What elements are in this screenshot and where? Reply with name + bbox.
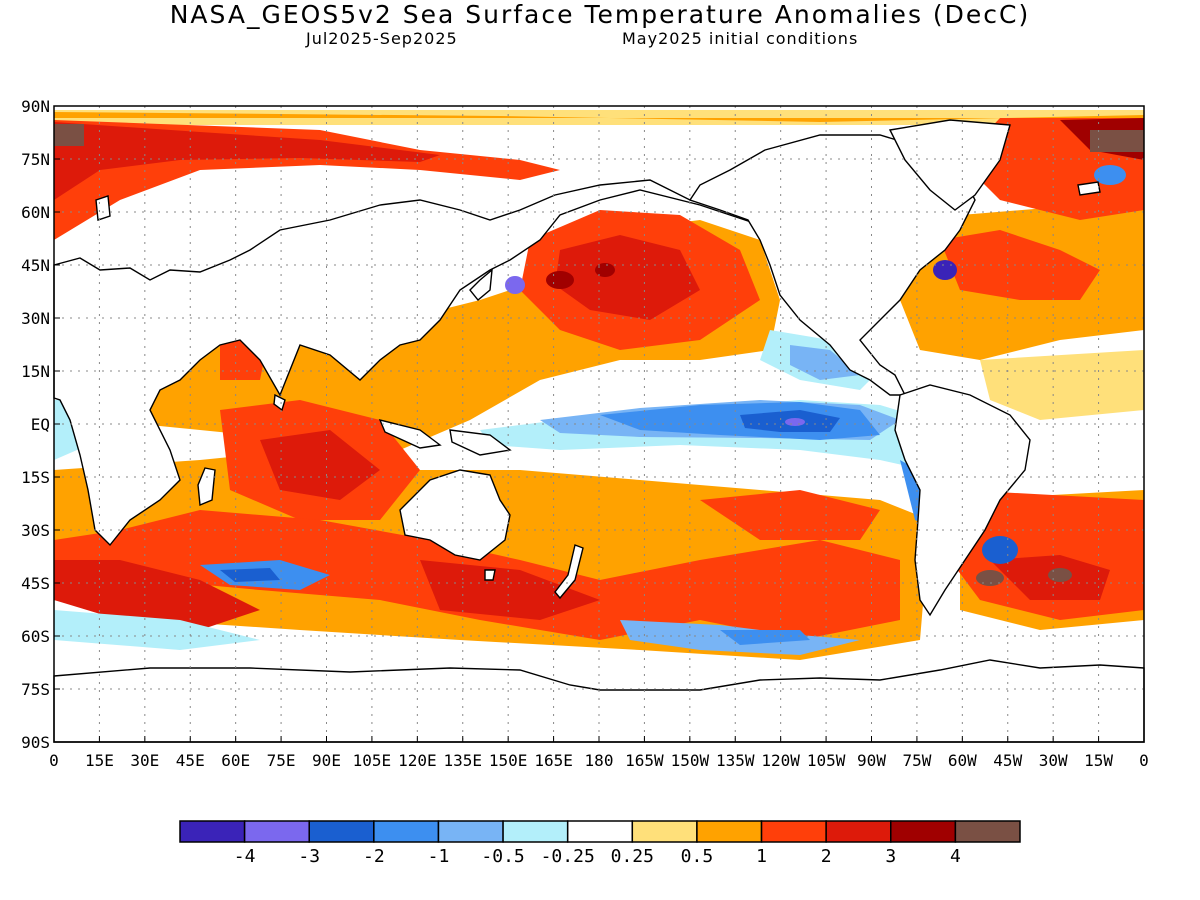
legend-label: 1 [756, 846, 767, 867]
lon-label: 60E [221, 751, 250, 770]
lat-label: 15S [21, 468, 50, 487]
lon-label: 30E [130, 751, 159, 770]
lat-label: 90S [21, 733, 50, 752]
latitude-labels: 90N 75N 60N 45N 30N 15N EQ 15S 30S 45S 60S 75S 90S [21, 97, 60, 752]
lat-label: 60S [21, 627, 50, 646]
lon-label: 60W [948, 751, 977, 770]
legend-label: -2 [363, 846, 385, 867]
legend-label: -4 [234, 846, 256, 867]
legend-swatch [825, 820, 892, 843]
lat-label: 60N [21, 203, 50, 222]
continents [53, 119, 1145, 743]
lon-label: 180 [585, 751, 614, 770]
legend-label: 0.25 [611, 846, 654, 867]
lon-label: 120W [761, 751, 800, 770]
lat-label: 45S [21, 574, 50, 593]
lat-label: 15N [21, 362, 50, 381]
legend-label: 3 [885, 846, 896, 867]
lon-label: 120E [398, 751, 437, 770]
lon-label: 15W [1084, 751, 1113, 770]
gridlines [54, 106, 1144, 742]
lat-label: 45N [21, 256, 50, 275]
lat-label: 75N [21, 150, 50, 169]
legend-swatch [954, 820, 1021, 843]
legend-swatch [760, 820, 827, 843]
forecast-period: Jul2025-Sep2025 [306, 29, 458, 48]
lon-label: 75W [902, 751, 931, 770]
longitude-labels: 0 15E 30E 45E 60E 75E 90E 105E 120E 135E 150E 165E 1… [49, 736, 1149, 770]
legend-label: -0.25 [541, 846, 595, 867]
lat-label: 90N [21, 97, 50, 116]
initial-conditions: May2025 initial conditions [622, 29, 859, 48]
legend-label: -0.5 [481, 846, 524, 867]
lon-label: 90E [312, 751, 341, 770]
lat-label: 30S [21, 521, 50, 540]
lon-label: 0 [1139, 751, 1149, 770]
lon-label: 165W [625, 751, 664, 770]
lon-label: 90W [857, 751, 886, 770]
legend-swatch [696, 820, 763, 843]
legend-swatch [179, 820, 246, 843]
legend-swatch [308, 820, 375, 843]
lat-label: 30N [21, 309, 50, 328]
legend-swatch [437, 820, 504, 843]
lon-label: 135E [443, 751, 482, 770]
legend-swatch [373, 820, 440, 843]
lat-label: 75S [21, 680, 50, 699]
lon-label: 45E [176, 751, 205, 770]
legend-swatch [566, 820, 634, 843]
legend-label: -1 [428, 846, 450, 867]
lon-label: 30W [1039, 751, 1068, 770]
lon-label: 105E [353, 751, 392, 770]
legend-label: -3 [298, 846, 320, 867]
lon-label: 105W [807, 751, 846, 770]
legend-label: 0.5 [681, 846, 714, 867]
legend-swatch [502, 820, 569, 843]
lat-label: EQ [31, 415, 50, 434]
sst-anomaly-map: 90N 75N 60N 45N 30N 15N EQ 15S 30S 45S 60S 75S 90S 0… [21, 97, 1149, 770]
lon-label: 135W [716, 751, 755, 770]
legend-swatch [890, 820, 957, 843]
lon-label: 150W [671, 751, 710, 770]
legend-swatch [631, 820, 698, 843]
lon-label: 45W [993, 751, 1022, 770]
lon-label: 75E [267, 751, 296, 770]
lon-label: 0 [49, 751, 59, 770]
map-title: NASA_GEOS5v2 Sea Surface Temperature Ano… [169, 0, 1031, 29]
legend-label: 4 [950, 846, 961, 867]
lon-label: 15E [85, 751, 114, 770]
legend-label: 2 [821, 846, 832, 867]
lon-label: 165E [534, 751, 573, 770]
legend-swatch [243, 820, 310, 843]
lon-label: 150E [489, 751, 528, 770]
